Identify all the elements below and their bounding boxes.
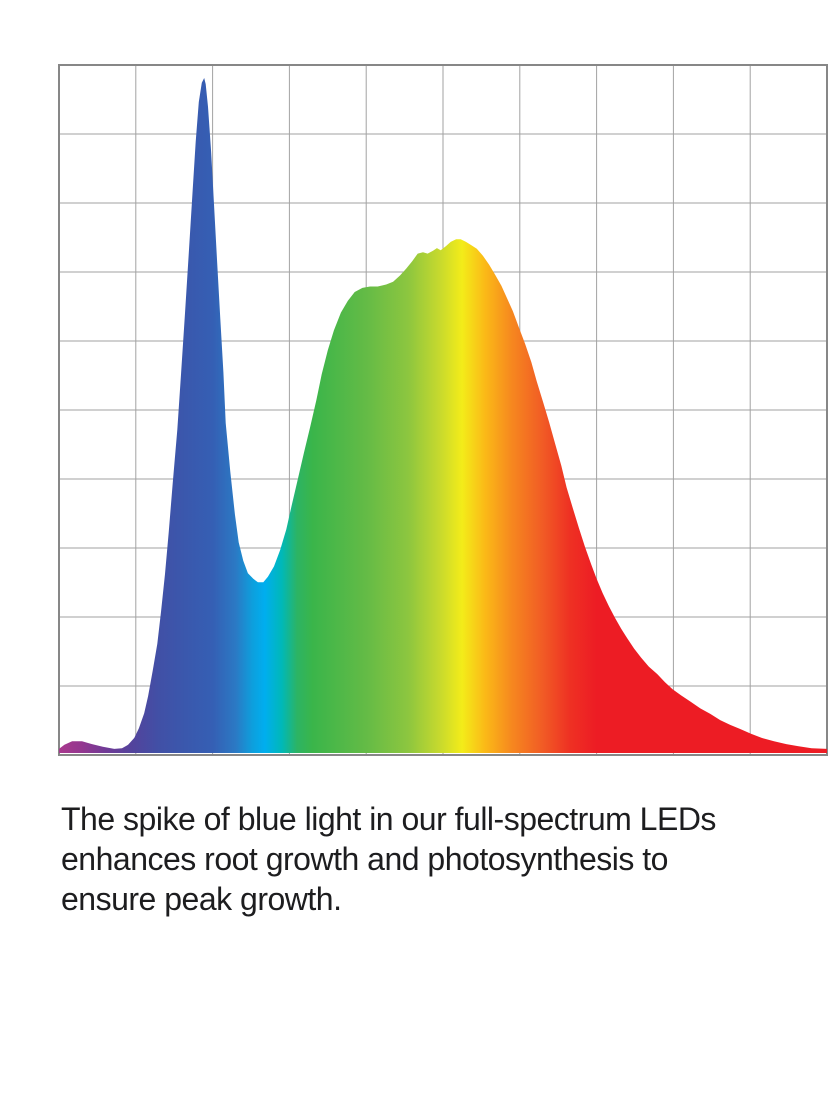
caption-line-1: The spike of blue light in our full-spec… bbox=[61, 801, 716, 837]
spectrum-chart-figure bbox=[58, 64, 828, 756]
chart-caption: The spike of blue light in our full-spec… bbox=[61, 799, 801, 919]
spectrum-area-chart bbox=[58, 64, 828, 756]
caption-line-2: enhances root growth and photosynthesis … bbox=[61, 841, 668, 877]
caption-line-3: ensure peak growth. bbox=[61, 881, 342, 917]
spectrum-curve bbox=[59, 78, 827, 753]
